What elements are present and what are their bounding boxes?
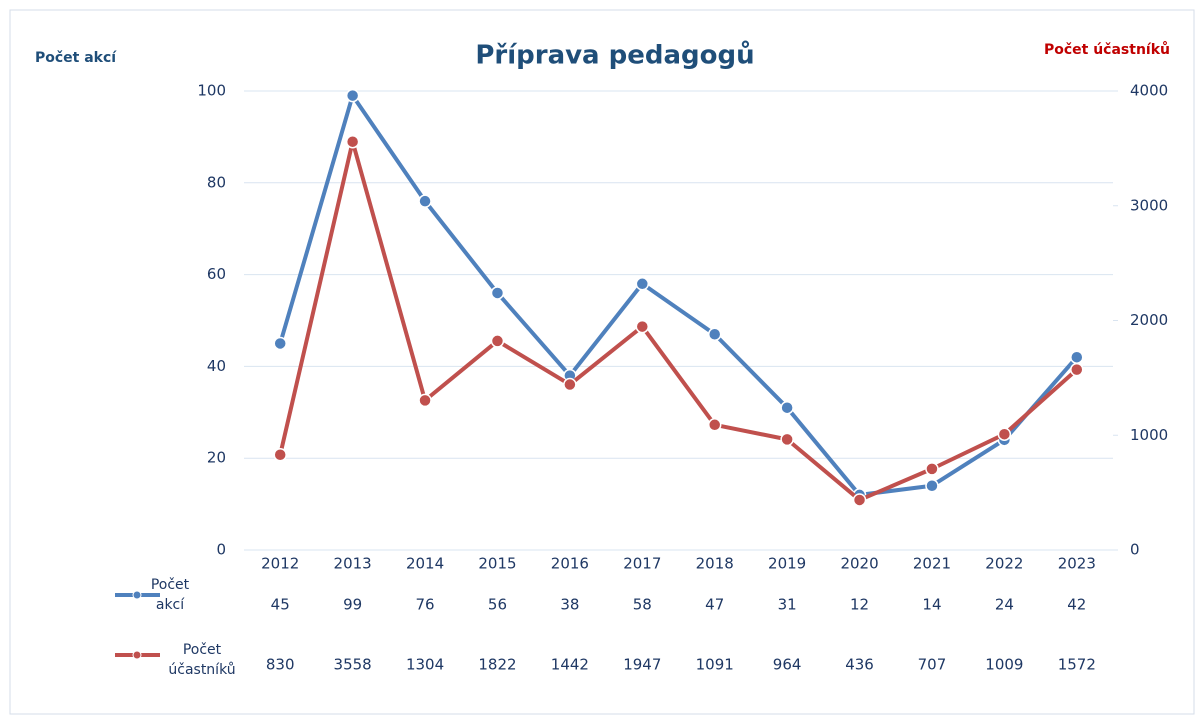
x-tick-label: 2019 (768, 555, 806, 573)
x-tick-label: 2013 (334, 555, 372, 573)
table-cell: 436 (845, 656, 874, 674)
point (780, 432, 794, 447)
y2-tick-label: 4000 (1130, 82, 1168, 100)
point (563, 377, 577, 392)
y2-tick-label: 1000 (1130, 426, 1168, 444)
point (997, 427, 1012, 441)
table-cell: 1442 (551, 656, 589, 674)
table-cell: 1009 (985, 656, 1023, 674)
table-cell: 1304 (406, 656, 444, 674)
x-tick-label: 2020 (840, 555, 878, 573)
point (345, 88, 360, 103)
series-line (278, 93, 1079, 497)
point (635, 277, 650, 291)
point (273, 336, 287, 351)
point (707, 418, 722, 432)
table-cell: 1822 (478, 656, 516, 674)
table-cell: 42 (1067, 596, 1086, 614)
table-cell: 31 (778, 596, 797, 614)
table-cell: 58 (633, 596, 652, 614)
y-tick-label: 0 (216, 541, 226, 559)
table-cell: 38 (560, 596, 579, 614)
table-cell: 1572 (1058, 656, 1096, 674)
point (1070, 362, 1084, 377)
table-cell: 830 (266, 656, 295, 674)
point (273, 448, 287, 462)
chart-title: Příprava pedagogů (475, 40, 754, 71)
x-tick-label: 2022 (985, 555, 1023, 573)
chart-frame (9, 9, 1195, 715)
point (345, 134, 360, 149)
table-cell: 24 (995, 596, 1014, 614)
point (418, 393, 432, 408)
table-cell: 76 (415, 596, 434, 614)
table-cell: 47 (705, 596, 724, 614)
x-tick-label: 2012 (261, 555, 299, 573)
point (418, 194, 432, 208)
table-cell: 14 (922, 596, 941, 614)
table-cell: 45 (271, 596, 290, 614)
y-tick-label: 20 (207, 449, 226, 467)
x-tick-label: 2016 (551, 555, 589, 573)
legend-label: Počet akcí (150, 577, 190, 613)
table-cell: 12 (850, 596, 869, 614)
y-axis-label: Počet akcí (35, 50, 117, 66)
table-cell: 964 (773, 656, 802, 674)
y2-tick-label: 3000 (1130, 196, 1168, 214)
point (852, 493, 867, 507)
x-tick-label: 2023 (1058, 555, 1096, 573)
series-line (278, 139, 1079, 502)
y2-tick-label: 0 (1130, 541, 1140, 559)
y-tick-label: 60 (207, 265, 226, 283)
y-tick-label: 100 (197, 82, 226, 100)
legend-label: Počet účastníků (168, 642, 236, 678)
point (490, 334, 505, 348)
point (780, 400, 794, 415)
point (925, 462, 939, 476)
y2-tick-label: 2000 (1130, 311, 1168, 329)
x-tick-label: 2018 (696, 555, 734, 573)
table-cell: 99 (343, 596, 362, 614)
table-cell: 56 (488, 596, 507, 614)
point (635, 319, 650, 334)
y-tick-label: 80 (207, 173, 226, 191)
legend-marker (132, 650, 142, 660)
y2-axis-label: Počet účastníků (1044, 41, 1170, 58)
point (707, 327, 722, 342)
y-tick-label: 40 (207, 357, 226, 375)
table-cell: 1091 (696, 656, 734, 674)
x-tick-label: 2014 (406, 555, 444, 573)
table-cell: 707 (918, 656, 947, 674)
point (925, 478, 939, 493)
legend-marker (132, 590, 142, 600)
x-tick-label: 2015 (478, 555, 516, 573)
point (1070, 350, 1084, 364)
x-tick-label: 2021 (913, 555, 951, 573)
table-cell: 3558 (334, 656, 372, 674)
x-tick-label: 2017 (623, 555, 661, 573)
point (490, 286, 505, 300)
table-cell: 1947 (623, 656, 661, 674)
